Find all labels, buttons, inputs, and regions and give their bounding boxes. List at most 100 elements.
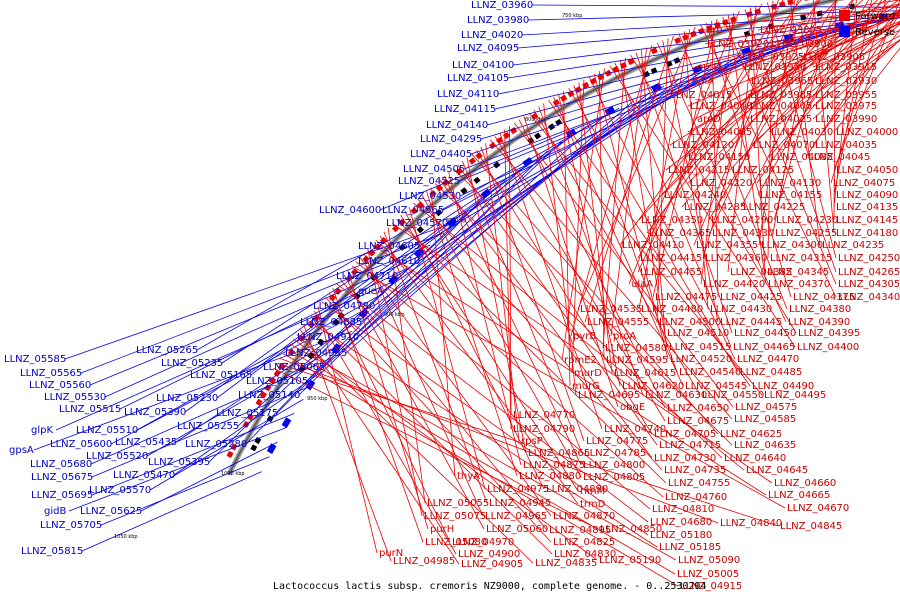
forward-leader-line xyxy=(614,62,732,348)
forward-gene-mark xyxy=(567,90,575,98)
forward-leader-line xyxy=(413,202,745,471)
forward-leader-line xyxy=(758,0,796,246)
reverse-leader-line xyxy=(323,115,605,368)
forward-leader-line xyxy=(325,296,552,543)
forward-gene-label: LLNZ_05180 xyxy=(650,530,712,541)
reverse-gene-label: glpK xyxy=(31,425,53,436)
reverse-leader-line xyxy=(149,398,304,491)
forward-gene-label: LLNZ_04445 xyxy=(720,317,782,328)
forward-gene-mark xyxy=(287,348,296,356)
forward-gene-label: LLNZ_04670 xyxy=(787,503,849,514)
reverse-leader-line xyxy=(237,189,494,427)
forward-gene-label: LLNZ_04085 xyxy=(771,152,833,163)
forward-leader-line xyxy=(635,52,733,334)
forward-leader-line xyxy=(283,353,679,587)
forward-leader-line xyxy=(426,191,518,477)
forward-gene-mark xyxy=(682,34,690,41)
kbp-tick-label: 850 kbp xyxy=(446,218,466,224)
forward-gene-label: LLNZ_03925 xyxy=(742,52,804,63)
forward-leader-line xyxy=(490,139,733,420)
reverse-gene-label: LLNZ_05065 xyxy=(263,362,325,373)
reverse-gene-label: LLNZ_05165 xyxy=(190,370,252,381)
forward-leader-line xyxy=(598,71,605,361)
forward-gene-label: eutD xyxy=(697,62,721,73)
forward-gene-label: LLNZ_04835 xyxy=(535,558,597,569)
small-gene-mark xyxy=(555,118,563,126)
forward-gene-mark xyxy=(674,37,682,44)
forward-gene-label: LLNZ_04305 xyxy=(838,279,900,290)
forward-gene-label: LLNZ_04255 xyxy=(775,228,837,239)
forward-leader-line xyxy=(321,301,649,536)
forward-gene-label: LLNZ_04230 xyxy=(776,215,838,226)
reverse-gene-mark xyxy=(281,417,292,429)
reverse-gene-label: LLNZ_05510 xyxy=(76,425,138,436)
forward-gene-label: LLNZ_03930 xyxy=(815,76,877,87)
forward-leader-line xyxy=(443,175,582,466)
forward-leader-line xyxy=(593,73,669,360)
forward-gene-mark xyxy=(582,81,590,89)
forward-leader-line xyxy=(678,33,788,310)
reverse-gene-label: LLNZ_05520 xyxy=(86,451,148,462)
forward-gene-mark xyxy=(597,73,605,81)
forward-gene-label: LLNZ_04375 xyxy=(793,292,855,303)
forward-gene-label: obgE xyxy=(620,402,645,413)
forward-labels: arb LLNZ_03895 LLNZ_03920 LLNZ_03900 LLNZ_03… xyxy=(379,25,900,592)
forward-leader-line xyxy=(351,265,786,509)
forward-gene-label: LLNZ_03895 xyxy=(760,25,822,36)
reverse-leader-line xyxy=(90,357,332,465)
forward-leader-line xyxy=(471,153,719,435)
forward-leader-line xyxy=(328,292,451,543)
forward-gene-label: LLNZ_04120 xyxy=(672,140,734,151)
forward-leader-line xyxy=(638,29,691,310)
forward-gene-mark xyxy=(334,287,342,295)
forward-leader-line xyxy=(303,324,392,562)
forward-gene-label: LLNZ_03965 xyxy=(751,76,813,87)
forward-leader-line xyxy=(387,227,426,504)
forward-gene-label: LLNZ_05005 xyxy=(677,569,739,580)
forward-gene-label: LLNZ_04285 xyxy=(684,202,746,213)
forward-leader-line xyxy=(289,343,677,561)
forward-gene-label: LLNZ_03905 xyxy=(803,52,865,63)
forward-gene-label: LLNZ_04465 xyxy=(733,342,795,353)
forward-leader-line xyxy=(630,54,797,334)
legend-forward-swatch xyxy=(839,10,850,21)
forward-leader-line xyxy=(528,112,763,396)
forward-leader-line xyxy=(533,109,701,396)
legend-reverse-swatch xyxy=(839,26,850,37)
reverse-gene-label: LLNZ_04530 xyxy=(399,191,461,202)
forward-leader-line xyxy=(317,306,378,554)
forward-gene-label: LLNZ_04535 xyxy=(580,304,642,315)
forward-gene-label: LLNZ_04450 xyxy=(734,328,796,339)
forward-leader-line xyxy=(757,0,869,196)
forward-gene-label: purN xyxy=(379,548,403,559)
forward-gene-label: LLNZ_04645 xyxy=(746,465,808,476)
forward-leader-line xyxy=(833,0,836,221)
forward-gene-label: LLNZ_04905 xyxy=(461,559,523,570)
reverse-gene-label: LLNZ_04935 xyxy=(285,348,347,359)
forward-gene-label: LLNZ_04485 xyxy=(740,367,802,378)
forward-gene-mark xyxy=(531,112,539,120)
reverse-gene-label: LLNZ_05815 xyxy=(21,546,83,557)
reverse-gene-label: LLNZ_04020 xyxy=(461,30,523,41)
forward-gene-label: LLNZ_04090 xyxy=(836,190,898,201)
forward-leader-line xyxy=(523,116,619,408)
forward-leader-line xyxy=(299,329,460,565)
forward-gene-label: LLNZ_04480 xyxy=(641,304,703,315)
forward-gene-label: LLNZ_04540 xyxy=(679,367,741,378)
reverse-gene-label: LLNZ_05280 xyxy=(185,439,247,450)
reverse-gene-label: LLNZ_05255 xyxy=(177,421,239,432)
forward-gene-label: LLNZ_04550 xyxy=(702,390,764,401)
forward-leader-line xyxy=(619,60,668,348)
forward-leader-line xyxy=(563,91,571,387)
reverse-gene-label: LLNZ_04100 xyxy=(452,60,514,71)
small-gene-mark xyxy=(250,444,258,452)
forward-leader-line xyxy=(610,47,648,337)
forward-gene-label: LLNZ_05185 xyxy=(659,542,721,553)
forward-gene-label: proA xyxy=(613,331,636,342)
forward-gene-label: LLNZ_04040 xyxy=(690,101,752,112)
reverse-gene-label: gpsA xyxy=(9,445,34,456)
reverse-leader-line xyxy=(360,85,665,323)
reverse-gene-label: LLNZ_05390 xyxy=(124,407,186,418)
forward-gene-label: LLNZ_04430 xyxy=(710,304,772,315)
forward-gene-label: LLNZ_03990 xyxy=(815,114,877,125)
